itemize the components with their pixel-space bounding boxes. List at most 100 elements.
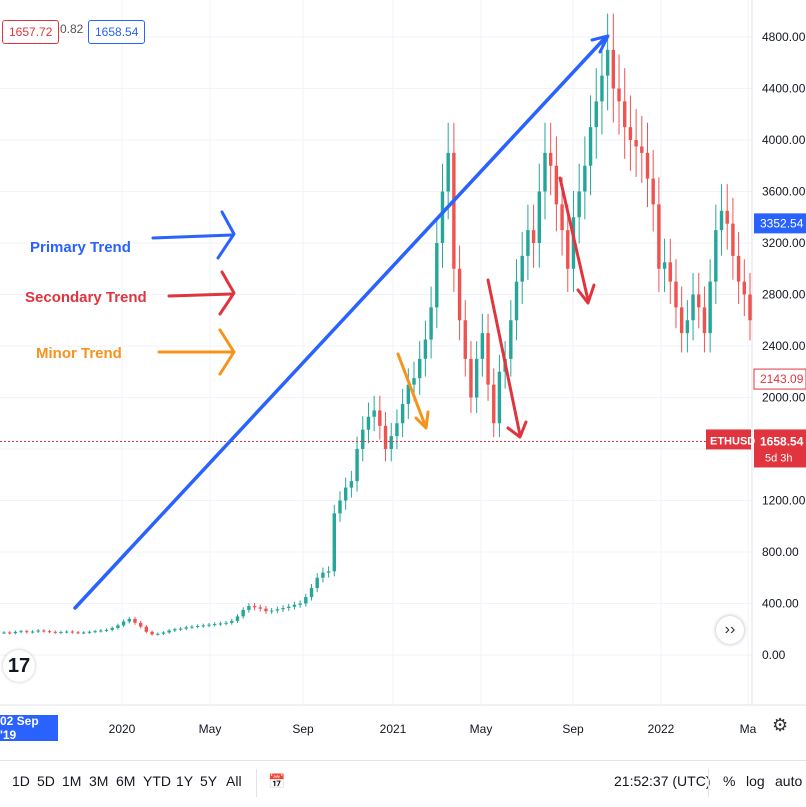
candle-body (127, 618, 131, 622)
candle-body (64, 631, 69, 633)
candle-body (389, 436, 393, 449)
candle-body (697, 294, 701, 308)
log-toggle[interactable]: log (746, 773, 765, 789)
candle-body (30, 631, 35, 633)
price-label-text: 2143.09 (760, 372, 804, 386)
candle-body (258, 607, 262, 609)
candle-body (583, 165, 587, 192)
candle-body (463, 320, 467, 359)
date-range-icon[interactable]: 📅 (268, 773, 286, 789)
candle-body (116, 625, 120, 628)
candle-body (623, 101, 627, 128)
timeframe-ytd[interactable]: YTD (143, 773, 171, 789)
price-chart[interactable]: 4800.00 4400.00 4000.00 3600.00 3200.00 2800.… (0, 0, 806, 760)
legend-secondary-arrow (167, 292, 234, 298)
price-change-value: 0.82 (60, 22, 84, 36)
minor-trend-line (396, 352, 427, 427)
timeframe-all[interactable]: All (226, 773, 242, 789)
candle-body (184, 627, 188, 629)
candle-body (195, 626, 200, 628)
tradingview-logo-icon[interactable]: 17 (3, 650, 35, 682)
candle-body (719, 210, 724, 231)
timeframe-1m[interactable]: 1M (62, 773, 82, 789)
candle-body (99, 630, 103, 632)
candle-body (2, 632, 6, 634)
candle-body (628, 127, 633, 140)
settings-gear-icon[interactable]: ⚙ (772, 715, 789, 735)
candle-body (241, 609, 245, 617)
y-tick-label: 4800.00 (762, 30, 806, 44)
candle-body (531, 230, 536, 243)
candle-body (247, 606, 251, 610)
auto-toggle[interactable]: auto (775, 773, 803, 789)
y-tick-label: 4000.00 (762, 133, 806, 147)
candle-body (144, 626, 149, 632)
candle-body (457, 268, 462, 321)
secondary-trend-arrowhead-2 (576, 283, 596, 305)
candle-body (435, 243, 439, 308)
crosshair-date-badge: 02 Sep '19 (0, 714, 58, 742)
candle-body (548, 152, 553, 166)
price-label-text: 3352.54 (760, 216, 804, 230)
candle-body (70, 631, 75, 633)
candle-body (691, 294, 695, 321)
x-tick-label: Sep (292, 722, 314, 736)
candle-body (383, 425, 388, 449)
candle-body (577, 191, 581, 218)
candle-body (110, 627, 114, 630)
candle-body (509, 320, 513, 359)
candle-body (514, 281, 519, 321)
timeframe-6m[interactable]: 6M (116, 773, 136, 789)
candle-body (418, 358, 422, 379)
candle-body (275, 609, 280, 611)
candle-body (736, 255, 741, 282)
legend-primary-label: Primary Trend (30, 239, 131, 256)
candle-body (634, 140, 638, 147)
candle-body (138, 622, 143, 627)
price-axis-label: 1658.54 5d 3h ETHUSD (706, 429, 806, 468)
candle-body (173, 629, 177, 631)
secondary-trend-line (486, 278, 522, 437)
candle-body (440, 191, 445, 243)
timeframe-1y[interactable]: 1Y (176, 773, 194, 789)
candle-body (605, 49, 610, 76)
candle-body (156, 633, 160, 635)
candle-body (167, 630, 171, 633)
percent-toggle[interactable]: % (723, 773, 736, 789)
candle-body (349, 481, 354, 488)
x-tick-label: Sep (562, 722, 584, 736)
candle-body (685, 320, 690, 334)
candle-body (304, 597, 308, 604)
candle-body (543, 152, 547, 192)
candle-body (657, 204, 661, 269)
candle-body (400, 403, 405, 424)
candle-body (668, 262, 672, 282)
candle-body (537, 191, 542, 243)
candle-body (674, 281, 678, 308)
candle-body (486, 333, 490, 385)
candle-body (708, 281, 712, 334)
utc-clock[interactable]: 21:52:37 (UTC) (614, 773, 711, 789)
candle-body (611, 49, 616, 89)
candle-body (497, 371, 502, 424)
timeframe-5d[interactable]: 5D (37, 773, 55, 789)
candle-body (338, 500, 342, 514)
secondary-trend-arrowhead (506, 420, 528, 439)
timeframe-5y[interactable]: 5Y (200, 773, 218, 789)
x-tick-label: May (199, 722, 222, 736)
candle-body (651, 178, 655, 205)
scroll-to-realtime-icon[interactable]: ›› (716, 616, 744, 644)
candle-body (230, 620, 234, 623)
candle-body (264, 608, 268, 612)
candle-body (133, 618, 137, 623)
candle-body (252, 606, 257, 608)
candle-body (76, 632, 80, 634)
timeframe-1d[interactable]: 1D (12, 773, 30, 789)
candle-body (566, 230, 570, 269)
legend-secondary-label: Secondary Trend (25, 289, 147, 306)
candle-body (235, 616, 240, 621)
timeframe-3m[interactable]: 3M (89, 773, 109, 789)
candle-body (121, 621, 126, 626)
candle-body (53, 631, 57, 633)
candle-body (269, 610, 274, 612)
